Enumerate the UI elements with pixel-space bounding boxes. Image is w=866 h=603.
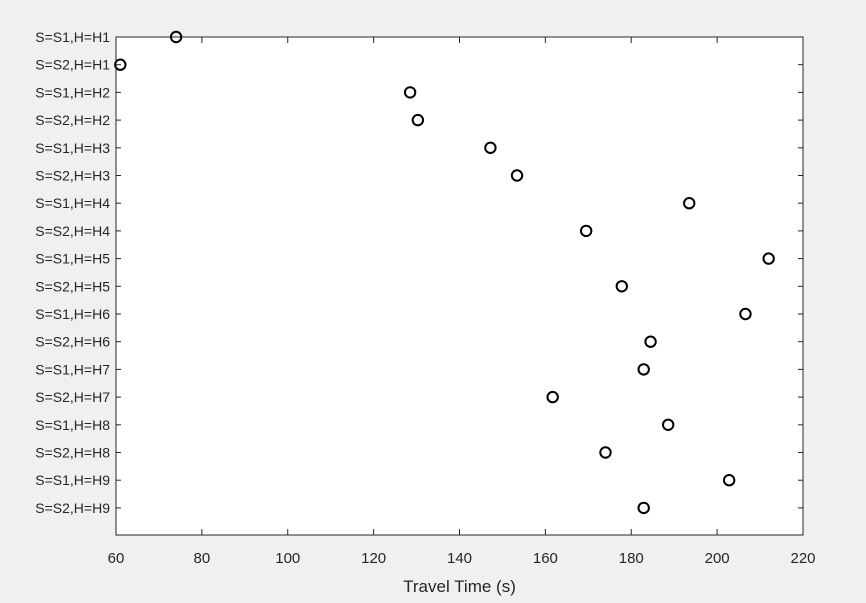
data-point — [661, 418, 675, 431]
data-point — [403, 86, 417, 99]
x-tick-label: 200 — [705, 550, 730, 567]
data-point — [722, 474, 736, 487]
y-tick-label: S=S2,H=H2 — [35, 112, 110, 128]
y-tick-label: S=S1,H=H4 — [35, 195, 110, 211]
data-point — [615, 280, 629, 293]
plot-area — [115, 36, 804, 536]
data-point — [683, 197, 696, 210]
y-tick-label: S=S2,H=H1 — [35, 57, 110, 73]
x-tick-label: 220 — [790, 550, 815, 567]
y-tick-label: S=S1,H=H2 — [35, 84, 110, 100]
data-point — [579, 224, 593, 238]
data-point — [114, 58, 127, 71]
y-tick-label: S=S1,H=H6 — [35, 306, 110, 322]
x-tick-label: 140 — [447, 550, 472, 567]
y-tick-label: S=S1,H=H5 — [35, 251, 110, 267]
data-point — [411, 113, 425, 127]
y-tick-label: S=S2,H=H9 — [35, 500, 110, 516]
y-tick-label: S=S1,H=H7 — [35, 361, 110, 377]
y-tick-label: S=S1,H=H8 — [35, 417, 110, 433]
x-tick-label: 80 — [194, 550, 211, 567]
y-tick-label: S=S2,H=H4 — [35, 223, 110, 239]
data-point — [637, 501, 650, 515]
y-tick-label: S=S1,H=H9 — [35, 472, 110, 488]
x-axis: 60 80 100 120 140 160 180 200 220 — [108, 37, 816, 567]
y-tick-label: S=S2,H=H5 — [35, 278, 110, 294]
data-point — [637, 363, 650, 376]
x-tick-label: 160 — [533, 550, 558, 567]
data-point — [484, 141, 497, 155]
y-axis: S=S1,H=H1 S=S2,H=H1 S=S1,H=H2 S=S2,H=H2 S=S1… — [35, 29, 803, 516]
data-point — [644, 335, 657, 348]
data-point — [169, 30, 183, 44]
data-point — [762, 252, 775, 265]
data-point — [546, 390, 559, 404]
data-point — [599, 446, 612, 459]
data-point — [510, 169, 524, 182]
y-tick-label: S=S2,H=H6 — [35, 334, 110, 350]
data-point — [739, 307, 752, 321]
x-tick-label: 120 — [361, 550, 386, 567]
y-tick-label: S=S1,H=H3 — [35, 140, 110, 156]
x-tick-label: 180 — [619, 550, 644, 567]
x-tick-label: 100 — [275, 550, 300, 567]
y-tick-label: S=S2,H=H3 — [35, 168, 110, 184]
data-points — [114, 30, 775, 515]
y-tick-label: S=S2,H=H8 — [35, 445, 110, 461]
y-tick-label: S=S1,H=H1 — [35, 29, 110, 45]
x-axis-label: Travel Time (s) — [403, 577, 516, 596]
x-tick-label: 60 — [108, 550, 125, 567]
y-tick-label: S=S2,H=H7 — [35, 389, 110, 405]
